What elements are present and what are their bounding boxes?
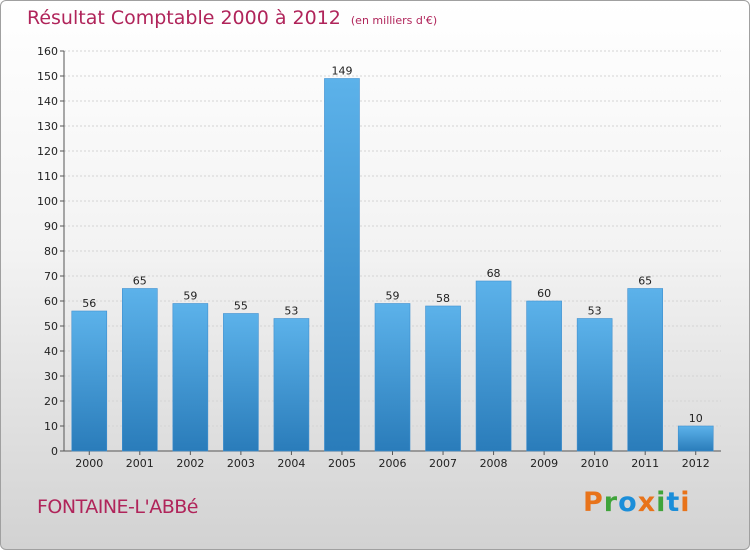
x-tick-label-2009: 2009 [530,457,558,470]
bar-2010 [576,318,613,452]
bar-2000 [71,310,108,452]
y-tick-label-30: 30 [44,370,58,383]
data-label-2004: 53 [284,305,298,318]
proxiti-logo[interactable]: Proxiti [583,487,691,518]
bar-2001 [122,288,158,452]
y-tick-label-0: 0 [51,445,58,458]
data-label-2006: 59 [386,290,400,303]
logo-letter: r [603,487,619,518]
data-label-2007: 58 [436,292,450,305]
y-tick-label-50: 50 [44,320,58,333]
y-tick-label-160: 160 [37,45,58,58]
y-tick-label-60: 60 [44,295,58,308]
title-subtitle: (en milliers d'€) [350,14,438,27]
data-label-2009: 60 [537,287,551,300]
logo-letter: i [656,487,667,518]
x-tick-label-2004: 2004 [277,457,305,470]
bar-2002 [172,303,209,452]
logo-letter: x [637,487,657,518]
bar-2007 [425,305,461,452]
y-tick-label-70: 70 [44,270,58,283]
y-tick-label-110: 110 [37,170,58,183]
x-tick-label-2011: 2011 [631,457,659,470]
data-label-2012: 10 [689,412,703,425]
y-tick-label-40: 40 [44,345,58,358]
y-tick-label-20: 20 [44,395,58,408]
x-tick-label-2002: 2002 [176,457,204,470]
x-tick-label-2005: 2005 [328,457,356,470]
data-label-2005: 149 [331,65,352,78]
x-tick-label-2012: 2012 [682,457,710,470]
y-tick-label-80: 80 [44,245,58,258]
title-main: Résultat Comptable 2000 à 2012 [27,7,341,29]
x-tick-label-2007: 2007 [429,457,457,470]
y-tick-label-120: 120 [37,145,58,158]
bar-2009 [526,300,562,452]
y-tick-label-140: 140 [37,95,58,108]
logo-letter: o [618,487,638,518]
y-tick-label-100: 100 [37,195,58,208]
commune-name: FONTAINE-L'ABBé [37,496,198,518]
data-label-2003: 55 [234,300,248,313]
data-label-2010: 53 [588,305,602,318]
x-tick-label-2008: 2008 [480,457,508,470]
bar-2011 [627,288,663,452]
bar-2004 [273,318,310,452]
y-tick-label-10: 10 [44,420,58,433]
chart-title: Résultat Comptable 2000 à 2012 (en millie… [27,7,437,29]
chart-labels: 56 65 59 55 53 149 59 58 68 60 53 65 10 [82,65,702,426]
data-label-2000: 56 [82,297,96,310]
x-tick-label-2010: 2010 [581,457,609,470]
chart-bars [71,78,714,452]
data-label-2008: 68 [487,267,501,280]
bar-2012 [677,425,714,452]
bar-2006 [374,303,411,452]
x-tick-label-2003: 2003 [227,457,255,470]
logo-letter: t [666,487,681,518]
data-label-2002: 59 [183,290,197,303]
bar-2005 [324,78,360,452]
bar-2008 [475,280,512,452]
logo-letter: i [680,487,691,518]
x-tick-label-2001: 2001 [126,457,154,470]
y-tick-label-130: 130 [37,120,58,133]
x-tick-label-2006: 2006 [379,457,407,470]
y-tick-label-90: 90 [44,220,58,233]
y-tick-label-150: 150 [37,70,58,83]
logo-letter: P [583,487,604,518]
bar-2003 [223,313,259,452]
data-label-2011: 65 [638,275,652,288]
x-tick-label-2000: 2000 [75,457,103,470]
data-label-2001: 65 [133,275,147,288]
